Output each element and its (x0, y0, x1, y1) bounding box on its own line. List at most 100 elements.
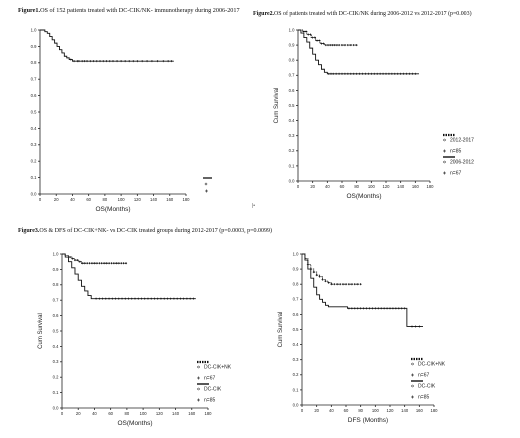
y-tick-label: 0.6 (289, 88, 295, 93)
y-tick-label: 0.1 (53, 390, 59, 395)
y-tick-label: 0.3 (31, 142, 37, 147)
y-tick-label: 0.9 (53, 267, 59, 272)
y-tick-label: 0.5 (289, 103, 295, 108)
y-tick-label: 0.9 (293, 267, 299, 272)
y-tick-label: 0.5 (31, 109, 37, 114)
x-tick-label: 160 (412, 184, 420, 189)
x-tick-label: 100 (372, 408, 380, 413)
x-tick-label: 120 (156, 411, 164, 416)
y-tick-label: 0.5 (53, 328, 59, 333)
y-tick-label: 0.8 (53, 282, 59, 287)
y-tick-label: 0.0 (293, 402, 299, 407)
y-axis-label: Cum Survival (38, 313, 44, 349)
x-tick-label: 180 (431, 408, 439, 413)
x-tick-label: 60 (86, 197, 91, 202)
y-tick-label: 1.0 (31, 27, 37, 32)
y-tick-label: 0.4 (53, 344, 59, 349)
x-tick-label: 40 (329, 408, 334, 413)
y-tick-label: 0.4 (293, 342, 299, 347)
legend-open-symbol-2 (197, 387, 200, 391)
legend-open-symbol-2 (411, 384, 414, 388)
figure2-caption-label: Figure2. (253, 11, 274, 17)
y-tick-label: 0.1 (31, 175, 37, 180)
figure2-caption: Figure2.OS of patients treated with DC-C… (253, 11, 472, 17)
legend-count-1: n=85 (450, 149, 461, 155)
series-2-curve (298, 29, 419, 75)
legend-count-1: n=67 (204, 376, 215, 382)
legend-label-1: DC-CIK+NK (418, 362, 446, 368)
y-tick-label: 0.2 (289, 148, 295, 153)
legend-label-2: 2006-2012 (450, 160, 474, 166)
bracket-fragment: |• (252, 203, 256, 209)
figure2-caption-text: OS of patients treated with DC-CIK/NK du… (274, 11, 472, 17)
x-tick-label: 140 (150, 197, 158, 202)
y-tick-label: 0.6 (31, 93, 37, 98)
y-tick-label: 1.0 (293, 251, 299, 256)
legend-label-2: DC-CIK (204, 387, 222, 393)
legend-open-symbol-1 (443, 138, 446, 142)
y-tick-label: 0.3 (293, 357, 299, 362)
x-tick-label: 120 (134, 197, 142, 202)
y-tick-label: 0.6 (53, 313, 59, 318)
series-2-curve (62, 253, 196, 300)
y-tick-label: 0.9 (289, 43, 295, 48)
y-tick-label: 0.2 (293, 372, 299, 377)
figure1-caption: Figure1.OS of 152 patients treated with … (18, 7, 240, 14)
legend-open-symbol-1 (197, 365, 200, 369)
y-tick-label: 0.7 (289, 73, 295, 78)
figure3a-os-chart: 0 20 40 60 80 100 120 140 160 180 0.0 0.1 0.2 0.3 0.4 0… (38, 251, 232, 427)
legend-label-2: DC-CIK (418, 384, 436, 390)
legend-label-1: 2012-2017 (450, 138, 474, 144)
legend-open-symbol-2 (443, 160, 446, 164)
x-axis-label: OS(Months) (346, 193, 381, 200)
legend-count-1: n=67 (418, 373, 429, 379)
y-tick-label: 0.2 (53, 375, 59, 380)
y-tick-label: 0.5 (293, 327, 299, 332)
y-tick-label: 0.2 (31, 159, 37, 164)
x-tick-label: 60 (108, 411, 113, 416)
y-tick-label: 0.8 (289, 58, 295, 63)
y-tick-label: 0.4 (289, 118, 295, 123)
figure1-survival-chart: 0 20 40 60 80 100 120 140 160 180 0.0 0.1 0.2 0.3 0.4 0… (31, 27, 212, 213)
x-tick-label: 40 (325, 184, 330, 189)
y-tick-label: 0.8 (31, 60, 37, 65)
x-tick-label: 160 (188, 411, 196, 416)
x-tick-label: 60 (340, 184, 345, 189)
y-tick-label: 0.1 (293, 387, 299, 392)
y-tick-label: 0.9 (31, 44, 37, 49)
legend-count-2: n=67 (450, 171, 461, 177)
x-tick-label: 0 (297, 184, 300, 189)
y-tick-label: 0.3 (289, 133, 295, 138)
x-tick-label: 100 (140, 411, 148, 416)
y-tick-label: 0.0 (53, 405, 59, 410)
y-tick-label: 1.0 (289, 27, 295, 32)
figure3b-dfs-chart: 0 20 40 60 80 100 120 140 160 180 0.0 0.1 0.2 0.3 0.4 0… (278, 251, 446, 424)
partial-legend-symbol (204, 182, 208, 186)
figure3-caption: Figure3.OS & DFS of DC-CIK+NK- vs DC-CIK… (18, 228, 272, 234)
x-tick-label: 140 (172, 411, 180, 416)
x-tick-label: 20 (76, 411, 81, 416)
x-tick-label: 100 (118, 197, 126, 202)
x-tick-label: 140 (397, 184, 405, 189)
figure3-caption-text: OS & DFS of DC-CIK+NK- vs DC-CIK treated… (39, 228, 273, 234)
series-2-curve (302, 253, 423, 327)
x-tick-label: 160 (166, 197, 174, 202)
series-1-curve (40, 29, 174, 62)
y-tick-label: 0.3 (53, 359, 59, 364)
x-tick-label: 80 (103, 197, 108, 202)
x-tick-label: 20 (314, 408, 319, 413)
legend-open-symbol-1 (411, 362, 414, 366)
y-tick-label: 0.7 (31, 77, 37, 82)
x-tick-label: 0 (301, 408, 304, 413)
y-tick-label: 0.1 (289, 163, 295, 168)
x-tick-label: 20 (54, 197, 59, 202)
y-tick-label: 0.7 (53, 298, 59, 303)
x-tick-label: 160 (416, 408, 424, 413)
legend-label-1: DC-CIK+NK (204, 365, 232, 371)
x-tick-label: 60 (344, 408, 349, 413)
y-tick-label: 0.7 (293, 297, 299, 302)
x-tick-label: 180 (183, 197, 191, 202)
figure2-survival-chart: 0 20 40 60 80 100 120 140 160 180 0.0 0.1 0.2 0.3 0.4 0… (274, 27, 474, 200)
y-axis-label: Cum Survival (274, 88, 280, 124)
legend-count-2: n=85 (204, 398, 215, 404)
